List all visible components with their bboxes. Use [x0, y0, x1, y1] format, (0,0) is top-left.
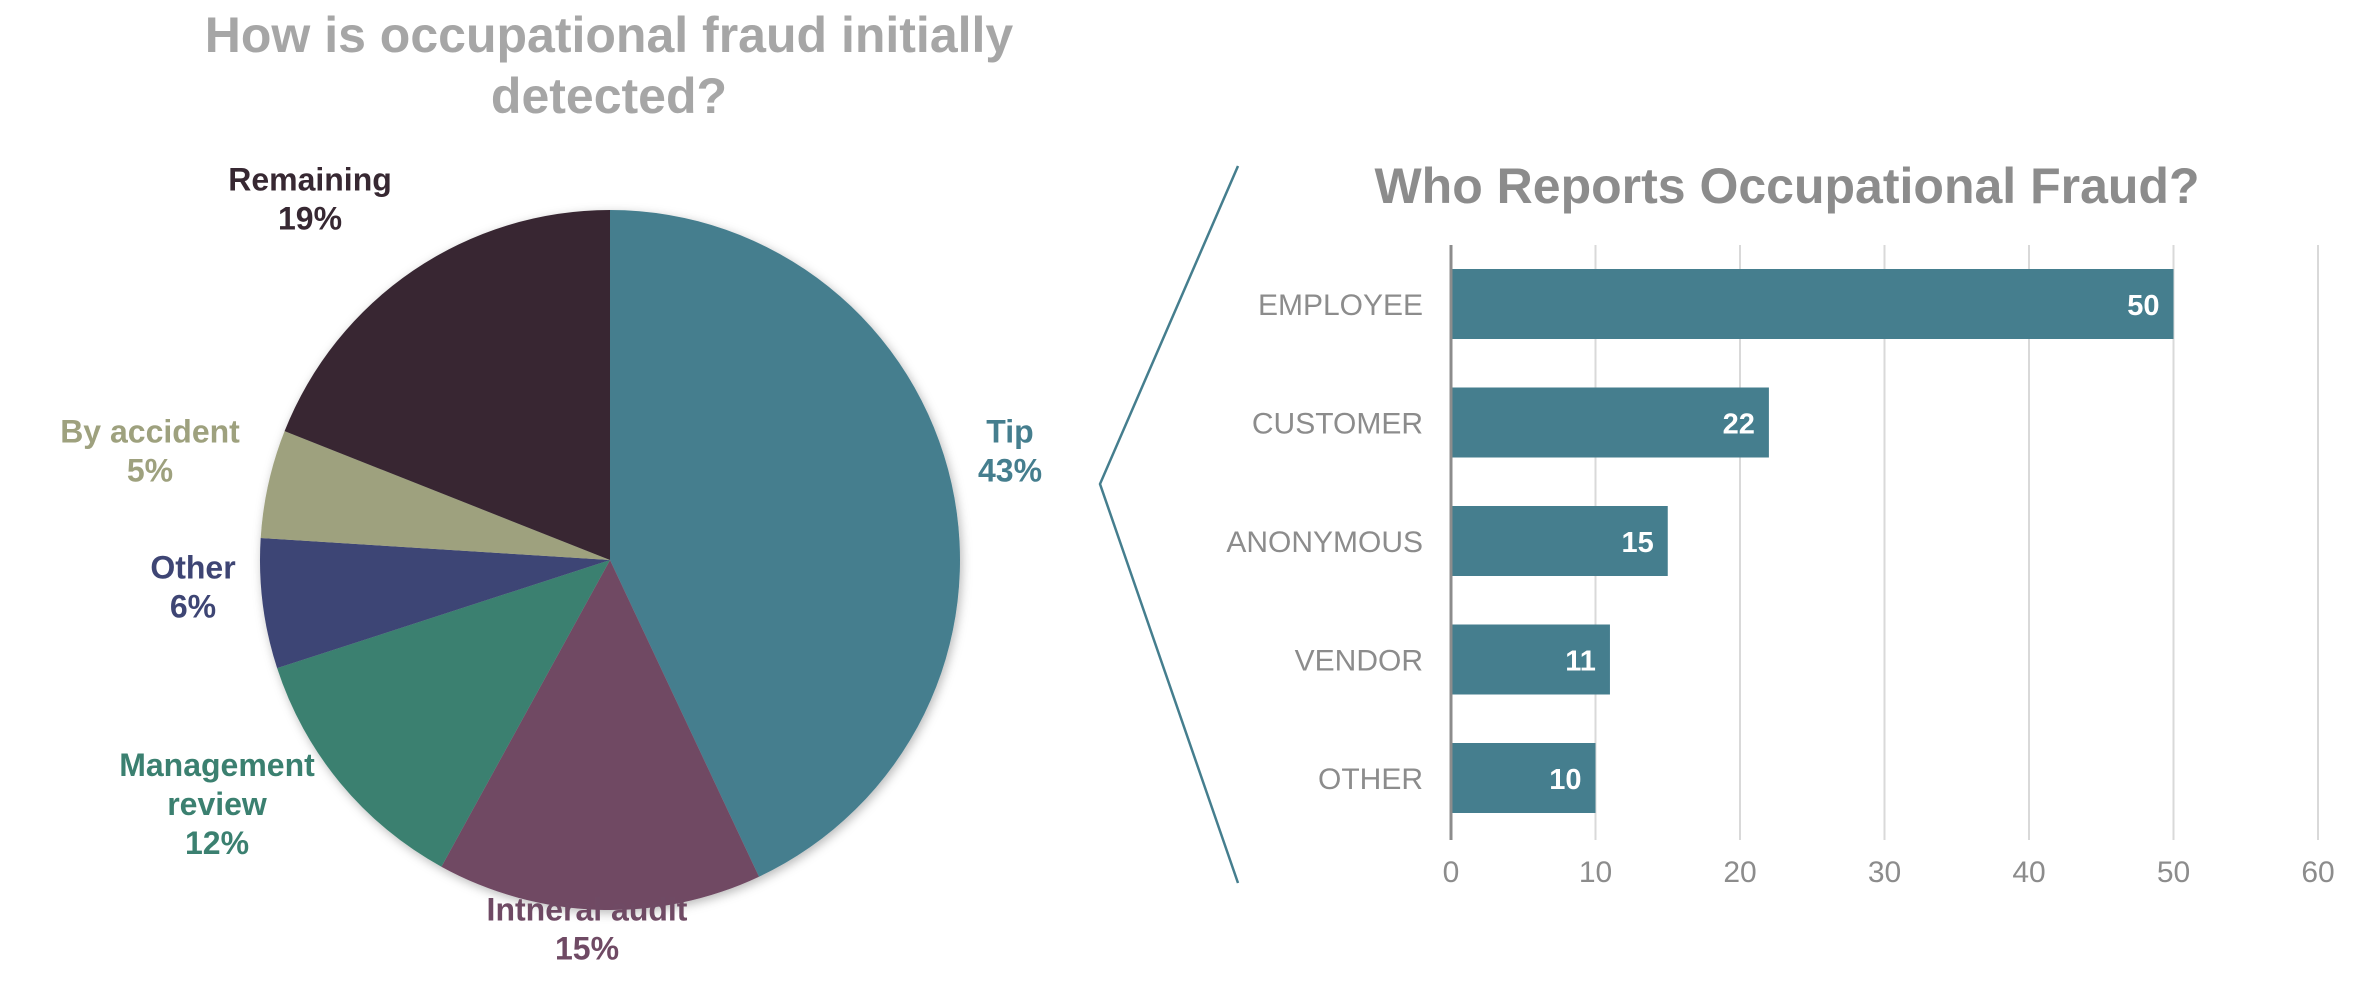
x-tick-label: 0 [1443, 856, 1460, 889]
category-label-anonymous: ANONYMOUS [1226, 526, 1423, 559]
x-tick-label: 30 [1868, 856, 1901, 889]
x-tick-label: 50 [2157, 856, 2190, 889]
value-label-employee: 50 [2127, 290, 2159, 322]
pie-labels: Tip 43% Intneral audit 15% Management review 1… [60, 162, 1042, 967]
x-tick-label: 10 [1579, 856, 1612, 889]
pie-title-line-2: detected? [491, 68, 727, 124]
bar-employee [1451, 269, 2174, 339]
pie-slice-intneral-audit [441, 560, 760, 910]
bar-category-labels: EMPLOYEE CUSTOMER ANONYMOUS VENDOR OTHER [1226, 289, 1423, 796]
category-label-vendor: VENDOR [1295, 645, 1423, 678]
pie-slice-remaining [284, 210, 610, 560]
bar-vendor [1451, 624, 1610, 695]
pie-label-other: Other 6% [150, 550, 235, 625]
pie-label-remaining: Remaining 19% [228, 162, 392, 237]
zoom-connector [1098, 165, 1240, 884]
pie-label-intneral-audit: Intneral audit 15% [487, 892, 688, 967]
category-label-customer: CUSTOMER [1252, 408, 1423, 441]
bar-bars [1451, 269, 2174, 813]
pie-slice-management-review [277, 560, 610, 867]
x-tick-label: 40 [2012, 856, 2045, 889]
pie-slice-by-accident [260, 431, 610, 560]
x-tick-label: 60 [2301, 856, 2334, 889]
bar-anonymous [1451, 506, 1668, 576]
bar-value-labels: 50 22 15 11 10 [1549, 290, 2159, 796]
pie-slice-tip [610, 210, 960, 877]
pie-title-line-1: How is occupational fraud initially [205, 7, 1014, 63]
category-label-other: OTHER [1318, 763, 1423, 796]
value-label-anonymous: 15 [1621, 527, 1653, 559]
category-label-employee: EMPLOYEE [1258, 289, 1423, 322]
value-label-customer: 22 [1723, 409, 1755, 441]
value-label-vendor: 11 [1565, 646, 1596, 678]
bar-other [1451, 743, 1596, 813]
pie-chart: How is occupational fraud initially dete… [60, 7, 1042, 967]
bar-customer [1451, 387, 1769, 458]
bar-tick-labels: 0 10 20 30 40 50 60 [1443, 856, 2335, 889]
pie-label-by-accident: By accident 5% [60, 414, 240, 489]
x-tick-label: 20 [1723, 856, 1756, 889]
value-label-other: 10 [1549, 764, 1581, 796]
pie-label-management-review: Management review 12% [119, 747, 315, 861]
pie-slice-other [259, 538, 610, 669]
bar-title: Who Reports Occupational Fraud? [1374, 158, 2199, 214]
pie-slices [259, 210, 960, 910]
bar-chart: Who Reports Occupational Fraud? EMPLOYEE… [1226, 158, 2334, 889]
pie-label-tip: Tip 43% [978, 414, 1042, 489]
